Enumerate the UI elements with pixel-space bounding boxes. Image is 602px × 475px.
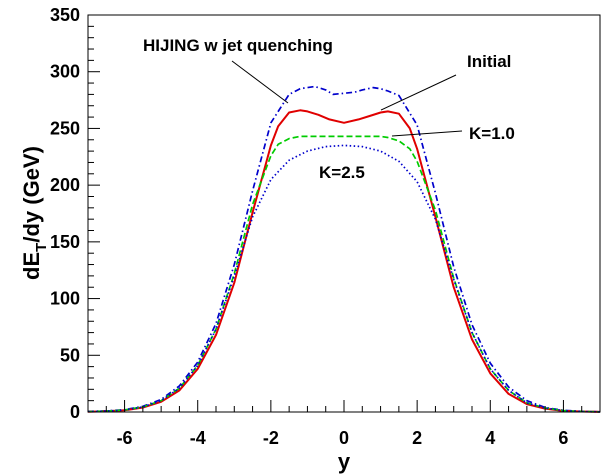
x-tick-label: 6 bbox=[558, 428, 568, 448]
y-axis-ticks bbox=[88, 14, 100, 413]
annotation-k1: K=1.0 bbox=[469, 124, 515, 143]
annotation-k25: K=2.5 bbox=[319, 163, 365, 182]
annotation-initial-pointer bbox=[380, 74, 457, 111]
x-axis-ticks bbox=[87, 400, 601, 412]
x-tick-label: 2 bbox=[412, 428, 422, 448]
y-axis-title-main: dE bbox=[19, 252, 44, 280]
series-curves bbox=[87, 85, 601, 413]
series-line-0 bbox=[87, 85, 601, 413]
y-axis-tick-labels: 0 50 100 150 200 250 300 350 bbox=[50, 5, 80, 422]
y-tick-label: 50 bbox=[60, 345, 80, 365]
annotations: HIJING w jet quenching Initial K=1.0 K=2… bbox=[143, 36, 515, 182]
y-tick-label: 150 bbox=[50, 232, 80, 252]
y-axis-title-rest: /dy (GeV) bbox=[19, 146, 44, 243]
series-line-3 bbox=[87, 144, 601, 413]
y-tick-label: 100 bbox=[50, 289, 80, 309]
plot-frame bbox=[87, 14, 601, 413]
x-tick-label: -6 bbox=[117, 428, 133, 448]
y-axis-title: dET/dy (GeV) bbox=[19, 146, 50, 280]
y-tick-label: 300 bbox=[50, 62, 80, 82]
annotation-hijing-pointer bbox=[231, 60, 289, 104]
y-tick-label: 0 bbox=[70, 402, 80, 422]
y-tick-label: 350 bbox=[50, 5, 80, 25]
x-axis-title: y bbox=[338, 449, 351, 474]
x-tick-label: 0 bbox=[339, 428, 349, 448]
annotation-initial: Initial bbox=[467, 52, 511, 71]
y-axis-title-subscript: T bbox=[33, 243, 50, 252]
annotation-hijing: HIJING w jet quenching bbox=[143, 36, 333, 55]
x-tick-label: 4 bbox=[485, 428, 495, 448]
x-tick-label: -2 bbox=[263, 428, 279, 448]
y-tick-label: 200 bbox=[50, 175, 80, 195]
y-tick-label: 250 bbox=[50, 118, 80, 138]
series-line-1 bbox=[87, 109, 601, 413]
x-axis-tick-labels: -6 -4 -2 0 2 4 6 bbox=[117, 428, 569, 448]
x-tick-label: -4 bbox=[190, 428, 206, 448]
annotation-k1-pointer bbox=[391, 130, 463, 137]
